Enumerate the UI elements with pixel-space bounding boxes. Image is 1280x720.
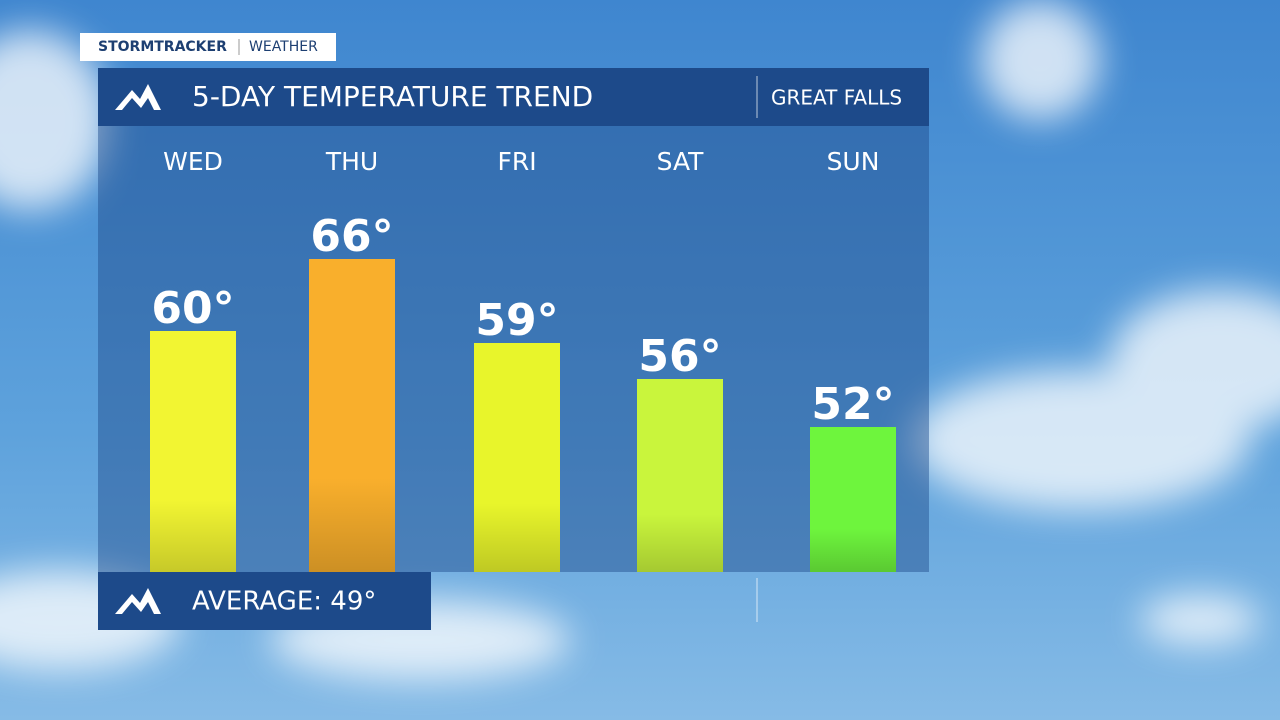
- header-bar: [98, 68, 929, 126]
- brand-section: WEATHER: [249, 39, 318, 55]
- logo-icon: [115, 84, 161, 110]
- value-label: 52°: [811, 379, 894, 430]
- bar-shade: [810, 427, 896, 572]
- bars: WED 60° THU 66° FRI 59° SAT 56° SUN 52°: [150, 147, 896, 572]
- value-label: 66°: [310, 211, 393, 262]
- day-label: SUN: [827, 147, 880, 176]
- location: GREAT FALLS: [771, 86, 902, 110]
- day-label: SAT: [657, 147, 704, 176]
- value-label: 59°: [475, 295, 558, 346]
- bar-shade: [474, 343, 560, 572]
- brand-tag: [80, 33, 336, 61]
- bar-shade: [150, 331, 236, 572]
- value-label: 60°: [151, 283, 234, 334]
- clouds: [0, 0, 1280, 680]
- day-label: THU: [325, 147, 378, 176]
- average-label: AVERAGE: 49°: [192, 587, 376, 617]
- value-label: 56°: [638, 331, 721, 382]
- brand: STORMTRACKER: [98, 39, 227, 55]
- day-label: FRI: [497, 147, 536, 176]
- footer-icon: [115, 588, 161, 614]
- chart-title: 5-DAY TEMPERATURE TREND: [192, 80, 593, 113]
- bar-shade: [309, 259, 395, 572]
- bar-shade: [637, 379, 723, 572]
- day-label: WED: [163, 147, 223, 176]
